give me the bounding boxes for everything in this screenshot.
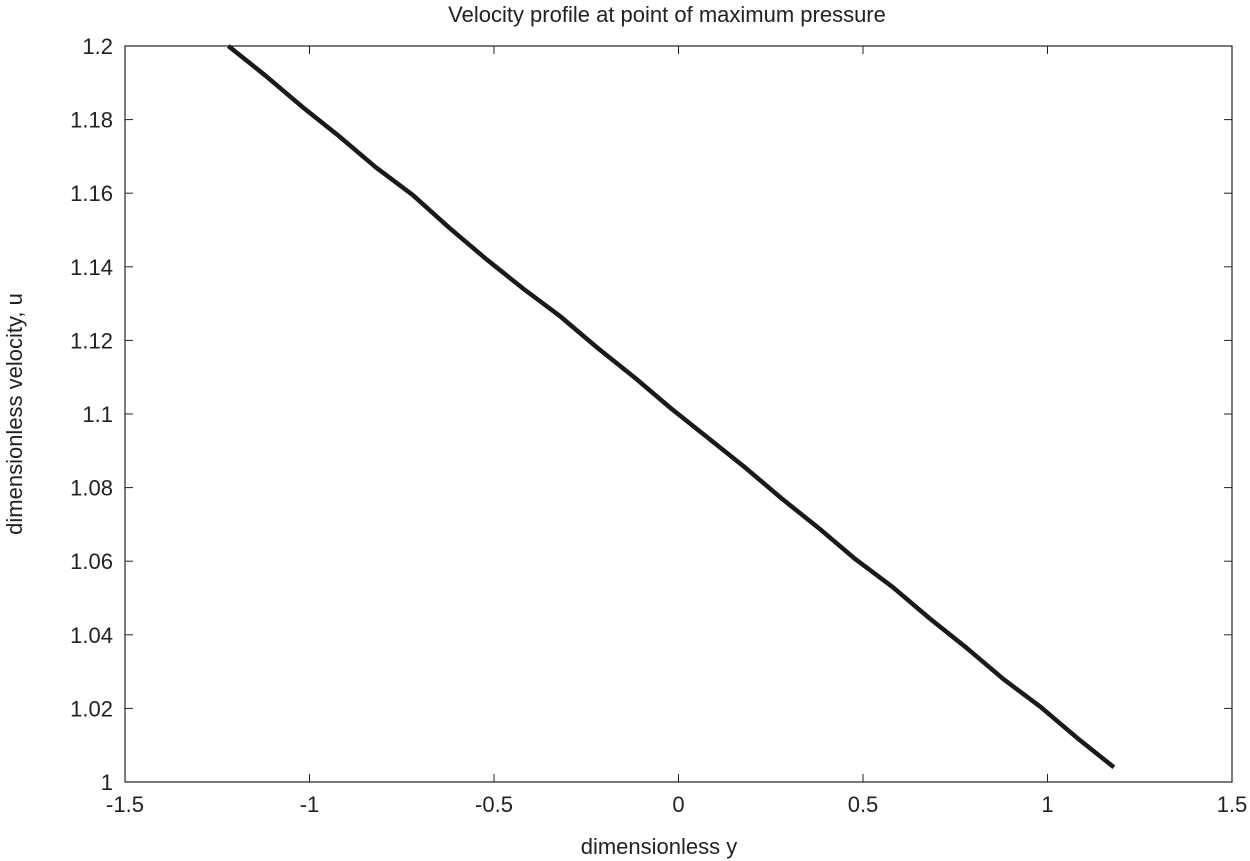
y-tick-label: 1.08: [70, 476, 113, 501]
series-line-u: [226, 44, 1116, 770]
x-tick-label: 1: [1041, 792, 1053, 817]
series-layer: [226, 44, 1116, 770]
y-tick-label: 1.16: [70, 181, 113, 206]
y-tick-label: 1.02: [70, 696, 113, 721]
chart-title: Velocity profile at point of maximum pre…: [448, 2, 886, 27]
y-tick-label: 1.2: [82, 34, 113, 59]
y-axis-ticks: 1 1.02 1.04 1.06 1.08 1.1 1.12 1.14 1.16 1.18 1.2: [70, 34, 1232, 795]
y-tick-label: 1.18: [70, 108, 113, 133]
x-tick-label: 0: [672, 792, 684, 817]
y-tick-label: 1.1: [82, 402, 113, 427]
x-tick-label: 0.5: [848, 792, 879, 817]
y-tick-label: 1.04: [70, 623, 113, 648]
y-tick-label: 1.06: [70, 549, 113, 574]
plot-area-frame: [124, 45, 1233, 783]
x-axis-ticks: -1.5 -1 -0.5 0 0.5 1 1.5: [106, 46, 1247, 817]
y-tick-label: 1: [101, 770, 113, 795]
y-tick-label: 1.12: [70, 328, 113, 353]
x-tick-label: -1: [300, 792, 320, 817]
x-tick-label: -1.5: [106, 792, 144, 817]
y-tick-label: 1.14: [70, 255, 113, 280]
y-axis-label: dimensionless velocity, u: [2, 293, 27, 535]
x-axis-label: dimensionless y: [581, 834, 738, 859]
x-tick-label: 1.5: [1217, 792, 1248, 817]
x-tick-label: -0.5: [475, 792, 513, 817]
